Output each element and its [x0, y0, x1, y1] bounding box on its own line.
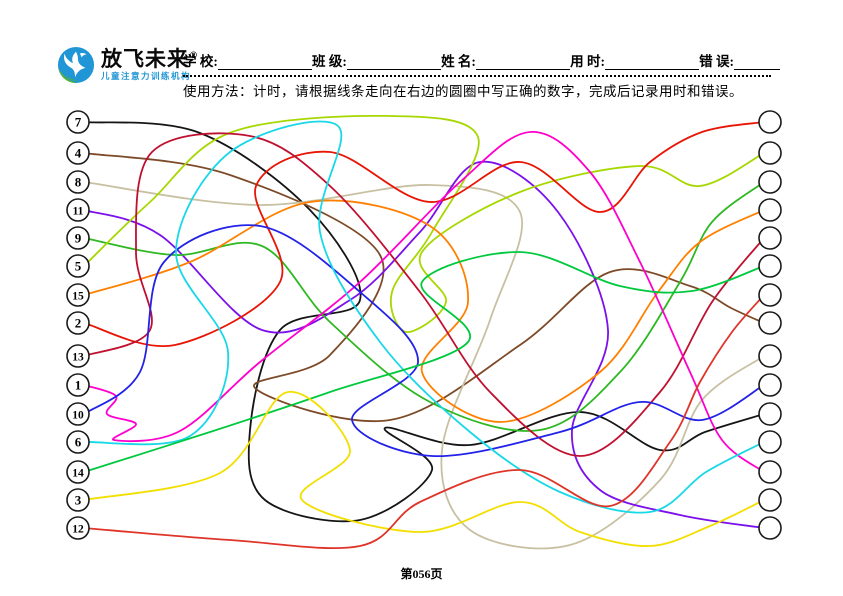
right-answer-circle-5[interactable] [758, 226, 782, 250]
left-circle-3 [66, 488, 90, 512]
left-circle-number: 8 [75, 174, 82, 189]
left-circle-number: 14 [72, 467, 84, 479]
brand-logo-icon [57, 46, 95, 84]
form-field-label: 班 级: [312, 54, 347, 69]
left-circle-1 [66, 373, 90, 397]
right-answer-circle-1[interactable] [758, 110, 782, 134]
left-circle-13 [66, 344, 90, 368]
form-field-label: 学 校: [183, 54, 218, 69]
left-circle-number: 6 [75, 434, 82, 449]
instruction-text: 使用方法：计时，请根据线条走向在右边的圆圈中写正确的数字，完成后记录用时和错误。 [183, 84, 743, 99]
left-circle-12 [66, 516, 90, 540]
right-answer-circle-15[interactable] [758, 516, 782, 540]
right-answer-circle-12[interactable] [758, 430, 782, 454]
right-answer-circle-14[interactable] [758, 488, 782, 512]
maze-line-10 [83, 224, 765, 458]
form-field-blank[interactable] [346, 53, 442, 70]
maze-line-12 [83, 294, 765, 550]
form-field-label: 错 误: [699, 54, 734, 69]
left-circle-number: 7 [75, 114, 82, 129]
maze-line-5 [83, 114, 765, 333]
brand-name: 放飞未来® [101, 46, 199, 71]
maze-line-9 [83, 181, 765, 432]
left-circle-number: 1 [75, 377, 82, 392]
left-circle-6 [66, 430, 90, 454]
right-answer-circle-3[interactable] [758, 170, 782, 194]
form-field-label: 姓 名: [441, 54, 476, 69]
left-circle-number: 12 [72, 523, 84, 535]
brand-logo: 放飞未来® 儿童注意力训练机构 [57, 46, 199, 84]
maze-line-6 [83, 120, 765, 514]
form-field-blank[interactable] [734, 53, 780, 70]
left-circle-4 [66, 141, 90, 165]
left-circle-number: 5 [75, 258, 82, 273]
maze-line-4 [83, 152, 765, 422]
header-form: 学 校: 班 级: 姓 名: 用 时: 错 误: 使用方法：计时，请根据线条走向在右边的… [183, 50, 780, 100]
left-circle-number: 11 [73, 205, 84, 217]
left-circle-2 [66, 311, 90, 335]
maze-line-2 [83, 121, 765, 348]
form-field-blank[interactable] [217, 53, 313, 70]
left-circle-number: 4 [75, 145, 82, 160]
form-field-label: 用 时: [570, 54, 605, 69]
left-circle-number: 10 [72, 409, 84, 421]
left-circle-15 [66, 283, 90, 307]
left-circle-14 [66, 460, 90, 484]
right-answer-circle-11[interactable] [758, 402, 782, 426]
right-answer-circle-10[interactable] [758, 373, 782, 397]
right-answer-circle-4[interactable] [758, 198, 782, 222]
left-circle-number: 2 [75, 315, 82, 330]
form-fields: 学 校: 班 级: 姓 名: 用 时: 错 误: [183, 50, 780, 70]
dotted-separator [183, 75, 771, 77]
left-circle-5 [66, 254, 90, 278]
registered-mark: ® [189, 50, 199, 61]
left-circle-10 [66, 402, 90, 426]
right-answer-circle-2[interactable] [758, 141, 782, 165]
maze-line-1 [83, 131, 765, 473]
right-answer-circle-9[interactable] [758, 344, 782, 368]
left-circle-8 [66, 170, 90, 194]
page-footer: 第056页 [0, 565, 843, 582]
left-circle-11 [66, 198, 90, 222]
page-number: 第056页 [400, 567, 443, 581]
maze-line-3 [83, 391, 765, 547]
right-answer-circle-7[interactable] [758, 283, 782, 307]
left-circle-7 [66, 110, 90, 134]
maze-line-7 [83, 121, 765, 523]
right-answer-circle-8[interactable] [758, 311, 782, 335]
maze-line-8 [83, 181, 765, 550]
left-circle-number: 3 [75, 492, 82, 507]
form-field-blank[interactable] [475, 53, 571, 70]
left-circle-number: 9 [75, 230, 82, 245]
maze-line-14 [83, 251, 765, 473]
form-field-blank[interactable] [604, 53, 700, 70]
right-answer-circle-6[interactable] [758, 254, 782, 278]
brand-tagline: 儿童注意力训练机构 [101, 71, 192, 82]
right-answer-circle-13[interactable] [758, 460, 782, 484]
left-circle-number: 13 [72, 351, 84, 363]
maze-line-13 [83, 132, 765, 457]
left-circle-9 [66, 226, 90, 250]
left-circle-number: 15 [72, 290, 84, 302]
